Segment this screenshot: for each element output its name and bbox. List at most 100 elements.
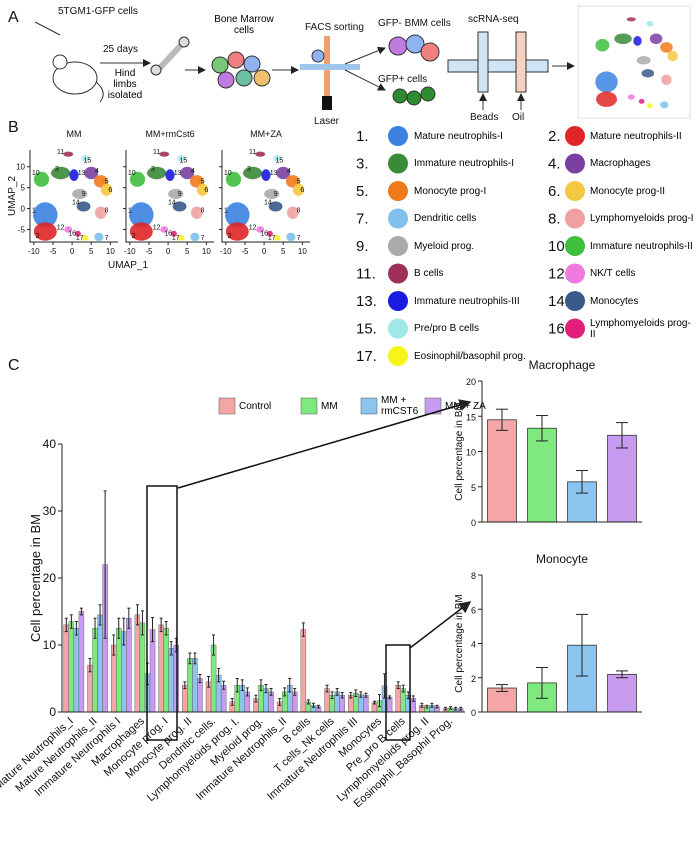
panel-label: A: [8, 9, 19, 26]
thumb-blob: [646, 20, 654, 27]
y-tick-label: 5: [471, 483, 476, 493]
thumb-blob: [633, 36, 642, 46]
x-tick-label: 5: [185, 247, 190, 256]
cluster-number: 1.: [356, 128, 369, 145]
legend-label-wrap: MM + rmCST6: [381, 395, 419, 417]
bm-label: Bone Marrow cells: [214, 14, 274, 36]
cluster-number: 14.: [548, 293, 569, 310]
cluster-blob: [196, 183, 209, 197]
bar: [187, 658, 193, 713]
inset-title: Monocyte: [536, 552, 588, 566]
y-tick-label: 4: [471, 640, 476, 650]
y-axis-label: Cell percentage in BM: [454, 594, 465, 692]
cluster-blob: [147, 166, 167, 180]
y-tick-label: 2: [471, 674, 476, 684]
cluster-blob: [286, 232, 296, 242]
cluster-blob: [170, 230, 177, 237]
cluster-blob: [95, 206, 107, 220]
inset-title: Macrophage: [529, 358, 596, 372]
cluster-id: 17: [268, 235, 276, 242]
axis: [221, 150, 310, 243]
cluster-blob: [274, 234, 281, 241]
cluster-blob: [129, 171, 146, 187]
cluster-label-wrap: Myeloid prog.: [414, 241, 474, 252]
y-tick-label: 20: [466, 377, 476, 387]
cluster-swatch: [388, 181, 408, 201]
cluster-label: Immature neutrophils-III: [414, 295, 520, 307]
cluster-id: 1: [128, 208, 132, 215]
bar: [192, 658, 198, 713]
cluster-label-wrap: Immature neutrophils-II: [590, 241, 693, 252]
cluster-blob: [243, 166, 263, 180]
cluster-label-wrap: Mature neutrophils-II: [590, 131, 682, 142]
cluster-id: 4: [287, 168, 291, 175]
cluster-label: Pre/pro B cells: [414, 323, 480, 334]
bar: [607, 673, 637, 713]
cluster-blob: [168, 188, 184, 199]
umap-title: MM+ZA: [250, 129, 282, 139]
cluster-label: Lymphomyeloids prog-I: [590, 213, 694, 224]
thumb-blob: [627, 94, 635, 100]
cluster-swatch: [565, 208, 585, 229]
cluster-id: 5: [201, 178, 205, 185]
y-tick-label: 5: [21, 184, 26, 193]
cluster-blob: [72, 188, 88, 199]
cluster-swatch: [388, 291, 408, 311]
legend-label: MM + rmCST6: [381, 395, 419, 417]
umap-thumbnail: [577, 5, 691, 119]
cluster-number: 9.: [356, 238, 369, 255]
cluster-blob: [160, 226, 169, 233]
bar: [395, 685, 401, 713]
cluster-id: 16: [260, 231, 268, 238]
bar: [163, 628, 169, 713]
cluster-blob: [51, 166, 71, 180]
cluster-label-wrap: Monocyte prog-I: [414, 186, 486, 197]
bar: [97, 614, 103, 713]
cluster-id: 17: [76, 235, 84, 242]
x-tick-label: -10: [124, 247, 136, 256]
axis: [29, 150, 118, 243]
cluster-id: 14: [264, 199, 272, 206]
bar: [173, 644, 179, 713]
y-tick-label: -5: [18, 225, 26, 234]
legend-swatch: [218, 397, 236, 415]
cluster-blob: [225, 202, 250, 228]
cluster-id: 3: [55, 166, 59, 173]
cluster-blob: [69, 169, 79, 181]
x-tick-label: 0: [70, 247, 75, 256]
beads-label: Beads: [470, 112, 498, 123]
cluster-blob: [165, 169, 175, 181]
x-tick-label: 10: [202, 247, 211, 256]
legend-swatch: [424, 397, 442, 415]
cluster-number: 2.: [548, 128, 561, 145]
cluster-id: 9: [178, 191, 182, 198]
x-tick-label: 0: [166, 247, 171, 256]
y-tick-label: 0: [471, 708, 476, 718]
cluster-blob: [100, 183, 113, 197]
cluster-blob: [63, 151, 74, 157]
cluster-blob: [33, 171, 50, 187]
cells-label: 5TGM1-GFP cells: [58, 6, 138, 17]
cluster-blob: [225, 222, 249, 241]
cluster-blob: [172, 201, 187, 212]
cluster-id: 10: [32, 170, 40, 177]
cluster-blob: [255, 151, 266, 157]
cluster-id: 15: [275, 158, 283, 165]
y-tick-label: 40: [43, 437, 57, 451]
bar: [386, 697, 393, 713]
cluster-blob: [178, 234, 185, 241]
legend-label: MM: [321, 400, 338, 412]
cluster-swatch: [388, 153, 408, 174]
cluster-label-wrap: Mature neutrophils-I: [414, 131, 503, 142]
mouse-syringe: [34, 21, 104, 103]
arrow: [344, 69, 386, 91]
cluster-number: 15.: [356, 321, 377, 338]
cluster-blob: [292, 183, 305, 197]
y-tick-label: 30: [43, 504, 57, 518]
cluster-number: 5.: [356, 183, 369, 200]
bone: [150, 36, 190, 76]
cluster-label-wrap: Immature neutrophils-III: [414, 295, 520, 307]
cluster-id: 1: [224, 208, 228, 215]
days-label: 25 days: [103, 44, 138, 55]
